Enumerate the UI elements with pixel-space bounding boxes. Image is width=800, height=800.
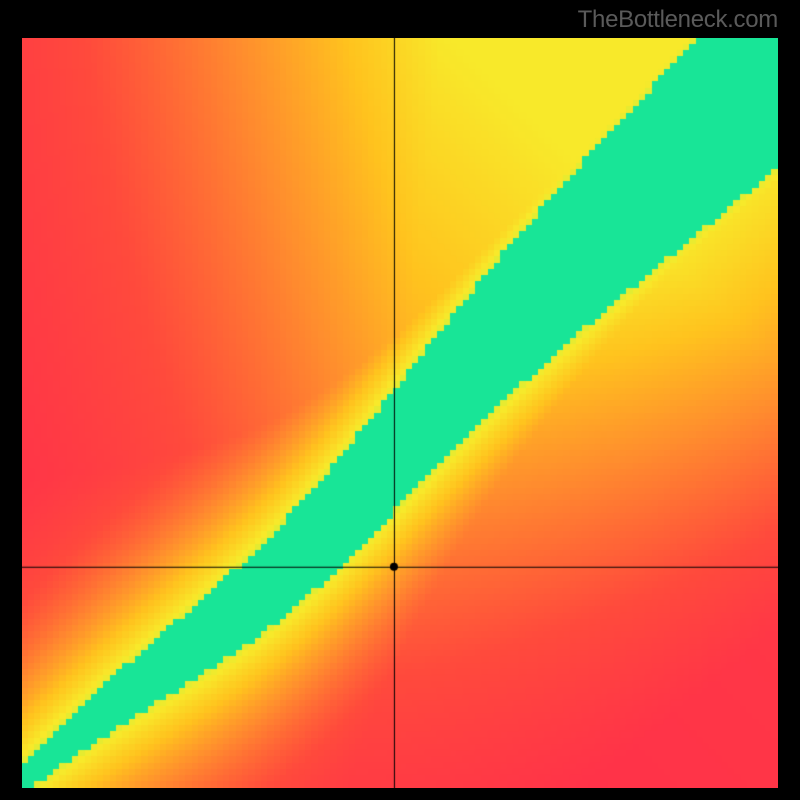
chart-container: { "watermark": { "text": "TheBottleneck.…	[0, 0, 800, 800]
bottleneck-heatmap	[22, 38, 778, 788]
watermark-text: TheBottleneck.com	[578, 6, 778, 34]
